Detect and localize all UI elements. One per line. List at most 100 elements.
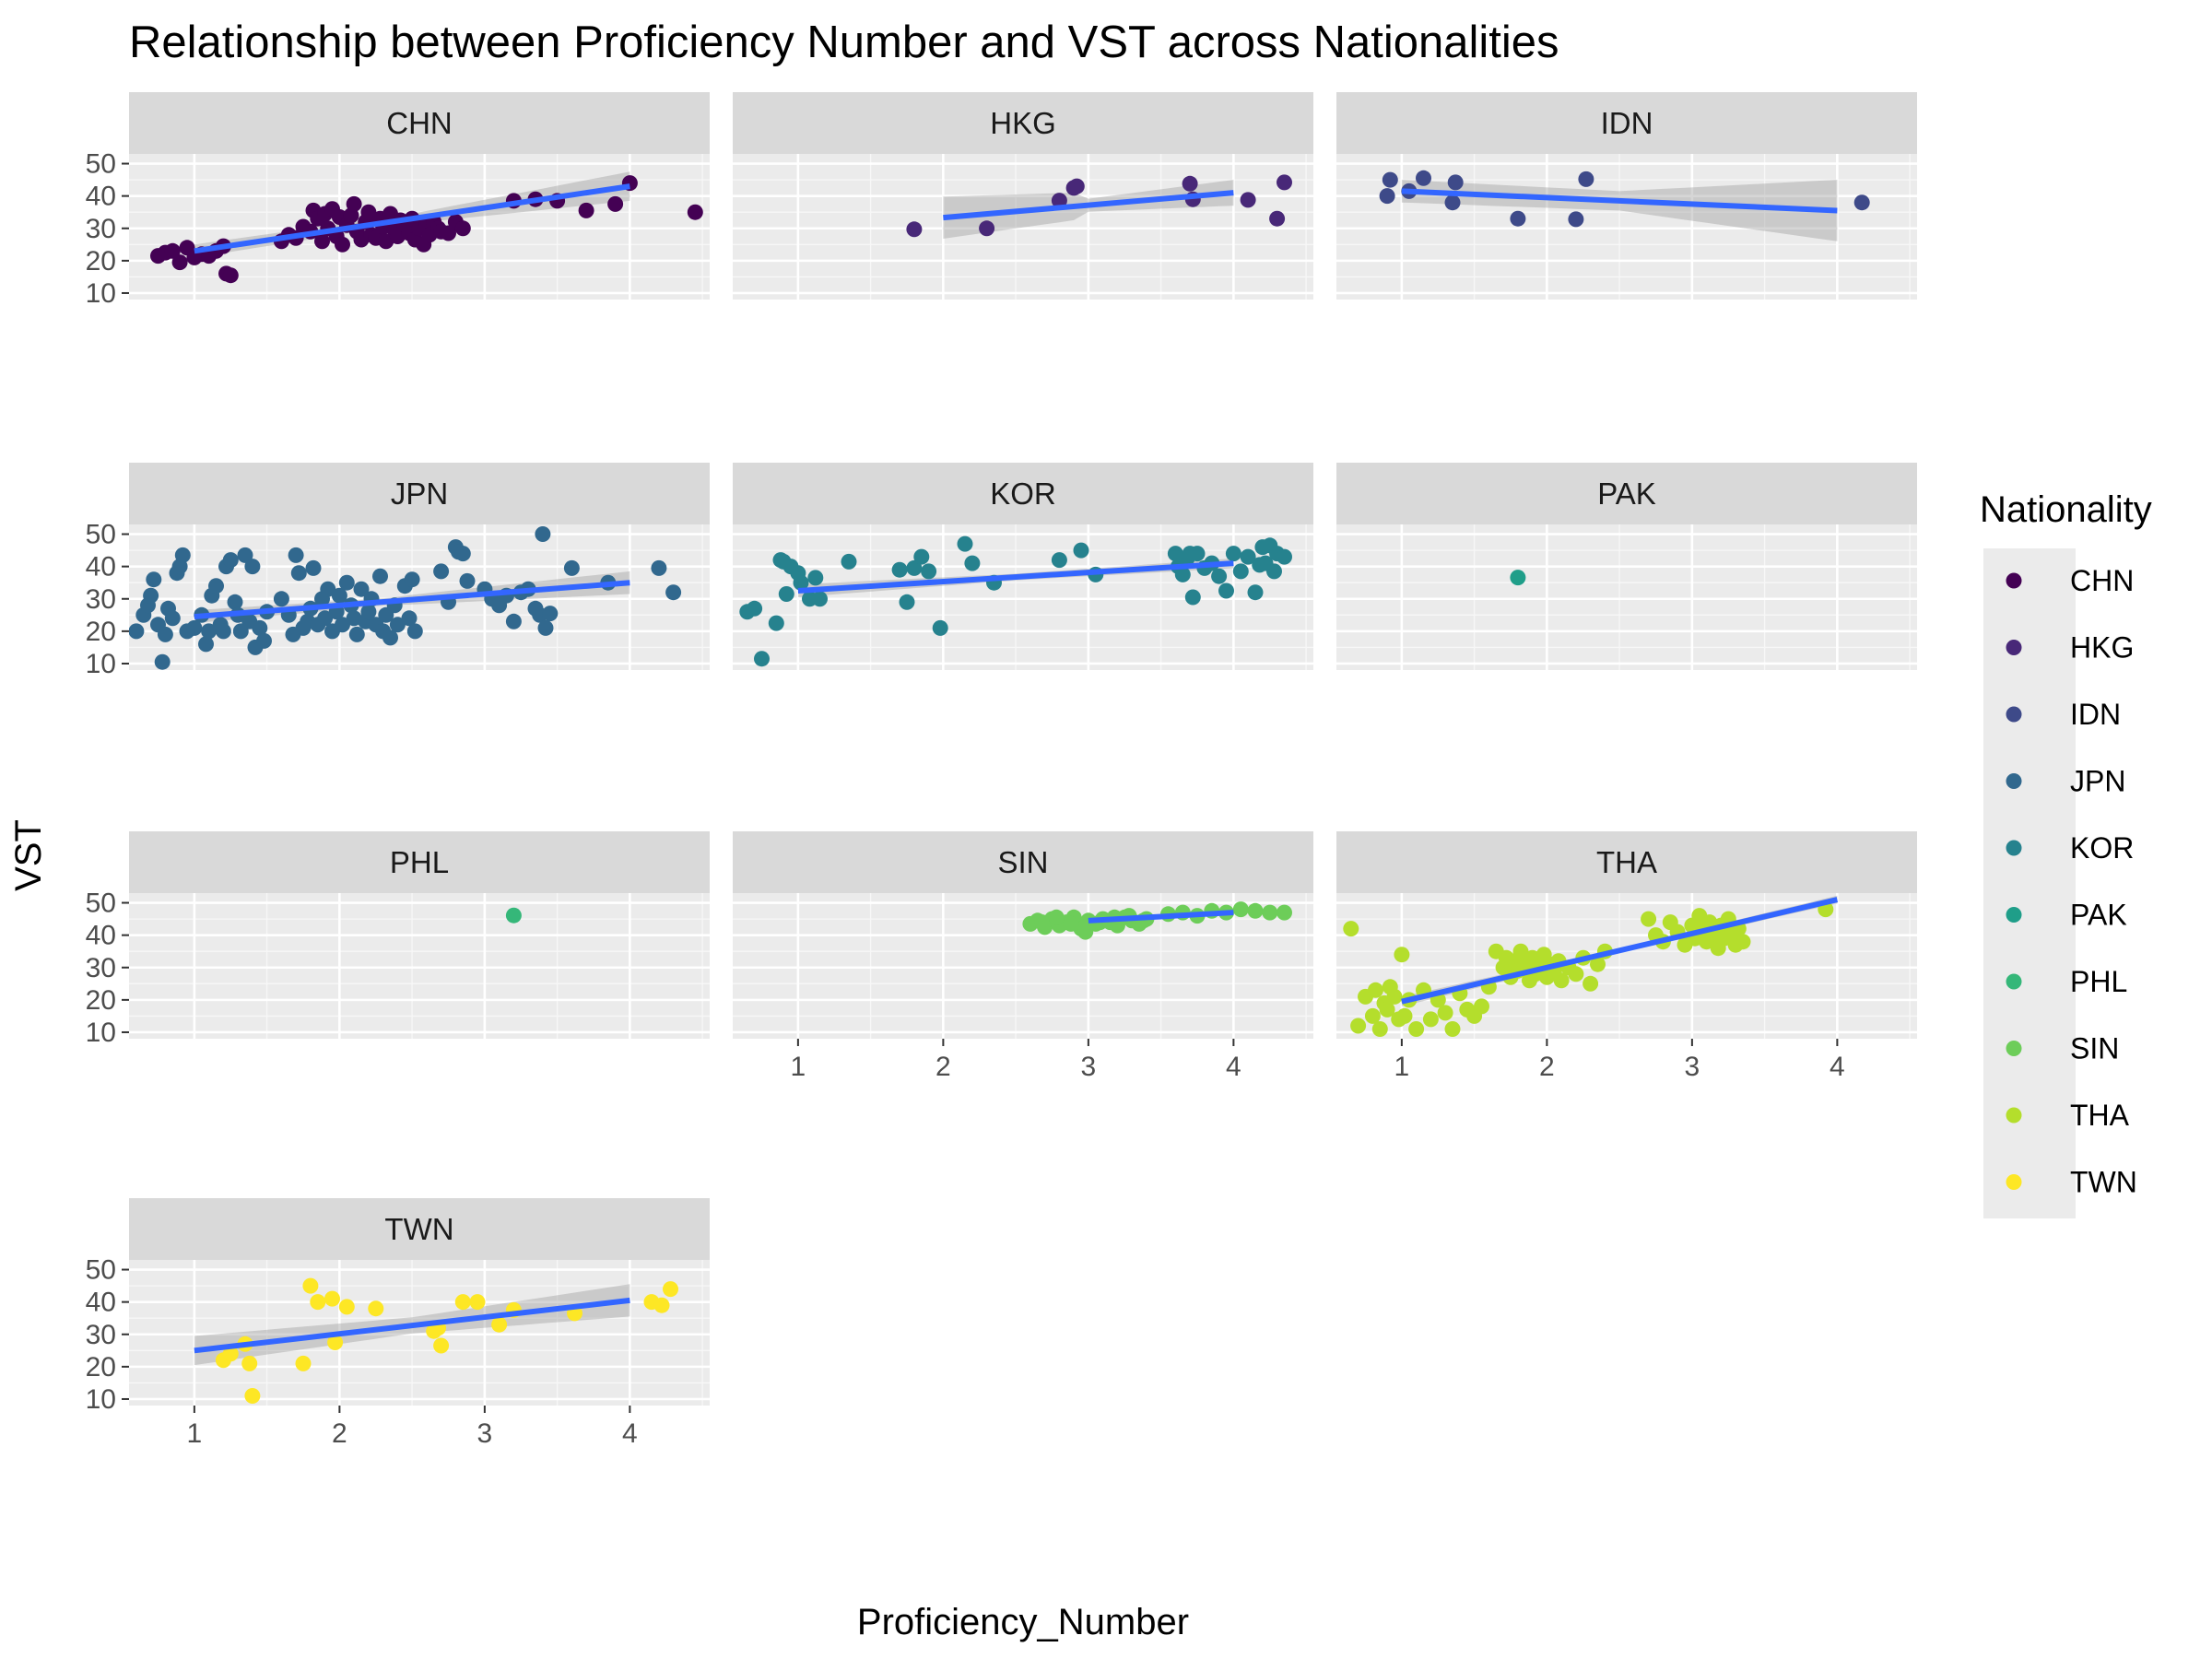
data-point	[454, 220, 471, 237]
data-point	[143, 587, 159, 604]
data-point	[320, 581, 336, 597]
y-tick-label: 30	[86, 214, 116, 244]
data-point	[1174, 566, 1191, 582]
panel-marks	[1343, 895, 1839, 1037]
data-point	[768, 615, 784, 631]
data-point	[310, 1294, 326, 1311]
data-point	[1394, 947, 1410, 963]
x-tick-label: 3	[1685, 1052, 1700, 1082]
data-point	[921, 563, 937, 580]
y-tick-label: 20	[86, 1352, 116, 1382]
data-point	[1510, 570, 1526, 586]
data-point	[1444, 194, 1461, 211]
panel-background	[733, 154, 1313, 300]
data-point	[1408, 1021, 1425, 1037]
data-point	[1474, 998, 1489, 1015]
panel-background	[733, 893, 1313, 1039]
data-point	[1232, 901, 1249, 918]
data-point	[932, 619, 948, 636]
data-point	[663, 1281, 678, 1298]
data-point	[433, 563, 450, 580]
data-point	[1051, 552, 1067, 569]
data-point	[164, 242, 181, 259]
facet-strip	[129, 831, 710, 893]
data-point	[1590, 956, 1606, 972]
x-tick-label: 2	[1539, 1052, 1555, 1082]
data-point	[346, 195, 362, 212]
data-point	[1051, 193, 1067, 209]
data-point	[1240, 548, 1256, 565]
data-point	[1277, 548, 1292, 565]
panel-background	[129, 1260, 710, 1406]
data-point	[372, 568, 388, 584]
data-point	[913, 548, 930, 565]
y-tick-label: 30	[86, 953, 116, 983]
data-point	[747, 600, 763, 617]
data-point	[335, 236, 350, 253]
panel-marks	[129, 526, 682, 670]
y-tick-label: 20	[86, 246, 116, 276]
data-point	[1277, 174, 1292, 191]
data-point	[295, 1355, 312, 1371]
data-point	[964, 555, 981, 571]
data-point	[1437, 1005, 1453, 1021]
panel-background	[1336, 154, 1917, 300]
data-point	[404, 571, 420, 588]
data-point	[1379, 188, 1395, 205]
data-point	[215, 623, 231, 640]
data-point	[1277, 904, 1292, 921]
data-point	[1371, 1021, 1388, 1037]
data-point	[327, 1335, 344, 1350]
data-point	[979, 220, 995, 237]
data-point	[1447, 174, 1464, 191]
trend-line	[797, 560, 1234, 594]
data-point	[317, 610, 334, 627]
data-point	[360, 604, 377, 620]
data-point	[1422, 1011, 1439, 1028]
data-point	[208, 578, 224, 594]
data-point	[171, 254, 188, 271]
data-point	[237, 547, 253, 563]
data-point	[305, 559, 322, 576]
y-tick-label: 40	[86, 552, 116, 582]
legend-key-background	[1983, 548, 2076, 1218]
data-point	[154, 653, 171, 670]
data-point	[1073, 542, 1089, 559]
trend-line	[943, 190, 1234, 221]
data-point	[201, 623, 218, 640]
legend-swatch	[2006, 640, 2022, 655]
data-point	[542, 606, 559, 622]
data-point	[1416, 170, 1431, 186]
facet-strip	[129, 463, 710, 524]
data-point	[1189, 546, 1206, 562]
data-point	[198, 636, 214, 653]
data-point	[1382, 171, 1398, 188]
panel-marks	[906, 174, 1292, 239]
facet-strip	[733, 92, 1313, 154]
legend-item-label: CHN	[2070, 564, 2134, 597]
data-point	[778, 586, 794, 602]
y-tick-label: 10	[86, 649, 116, 679]
x-tick-label: 3	[477, 1418, 493, 1449]
y-tick-label: 40	[86, 921, 116, 951]
y-tick-label: 20	[86, 985, 116, 1016]
data-point	[244, 559, 261, 575]
x-tick-label: 4	[1830, 1052, 1845, 1082]
data-point	[1512, 943, 1529, 959]
data-point	[1368, 982, 1383, 998]
facet-strip	[1336, 831, 1917, 893]
y-tick-label: 10	[86, 1384, 116, 1415]
data-point	[290, 565, 307, 582]
facet-label: THA	[1596, 845, 1657, 879]
chart-title: Relationship between Proficiency Number …	[129, 18, 1559, 67]
data-point	[807, 570, 824, 586]
y-tick-label: 30	[86, 584, 116, 615]
data-point	[687, 204, 703, 220]
data-point	[1068, 178, 1085, 194]
data-point	[578, 202, 594, 218]
data-point	[1182, 175, 1198, 192]
facet-strip	[129, 92, 710, 154]
